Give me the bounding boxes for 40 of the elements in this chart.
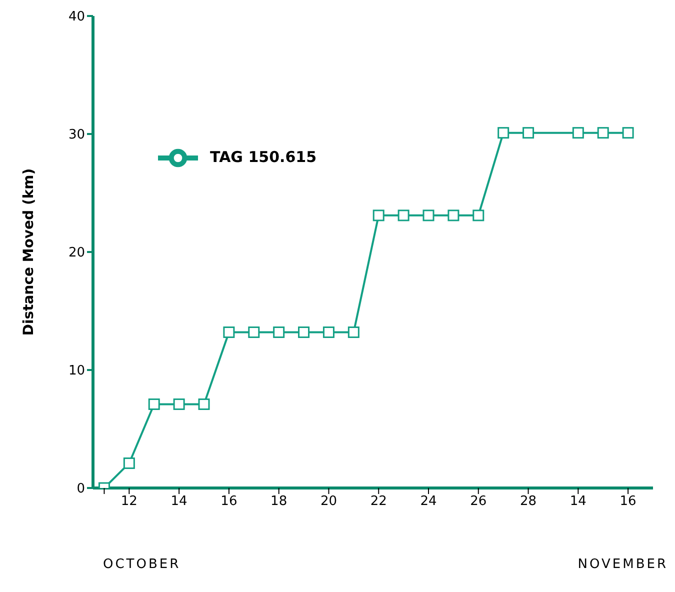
x-tick-label: 12 (120, 494, 138, 510)
point (597, 127, 609, 139)
point (348, 326, 360, 338)
x-tick-label: 22 (370, 494, 387, 510)
point (223, 326, 235, 338)
point (422, 210, 434, 222)
point (173, 398, 185, 410)
point (273, 326, 285, 338)
point (322, 326, 334, 338)
point (522, 127, 534, 139)
point (572, 127, 584, 139)
y-axis-title: Distance Moved (km) (20, 168, 37, 336)
y-tick-label: 30 (68, 128, 85, 143)
x-tick-label: 14 (570, 494, 586, 510)
point (298, 326, 310, 338)
point (498, 127, 510, 139)
legend-label: TAG 150.615 (210, 148, 317, 166)
point (148, 398, 160, 410)
point (398, 210, 410, 222)
x-tick-label: 26 (470, 494, 487, 510)
x-tick-label: 16 (220, 494, 238, 510)
y-tick-label: 20 (68, 246, 85, 261)
point (448, 210, 460, 222)
point (622, 127, 634, 139)
point (372, 210, 384, 222)
x-tick-label: 24 (420, 494, 437, 510)
point (472, 210, 484, 222)
text: NOVEMBER (578, 557, 668, 572)
y-tick-label: 0 (76, 482, 85, 497)
x-tick-label: 14 (170, 494, 188, 510)
x-tick-label: 18 (270, 494, 288, 510)
point (248, 326, 260, 338)
x-tick-label: 28 (520, 494, 537, 510)
y-tick-label: 10 (68, 364, 85, 379)
point (198, 398, 210, 410)
text: OCTOBER (103, 557, 181, 572)
x-tick-label: 20 (320, 494, 337, 510)
y-tick-label: 40 (68, 10, 85, 25)
x-tick-label: 16 (620, 494, 636, 510)
point (123, 457, 135, 469)
